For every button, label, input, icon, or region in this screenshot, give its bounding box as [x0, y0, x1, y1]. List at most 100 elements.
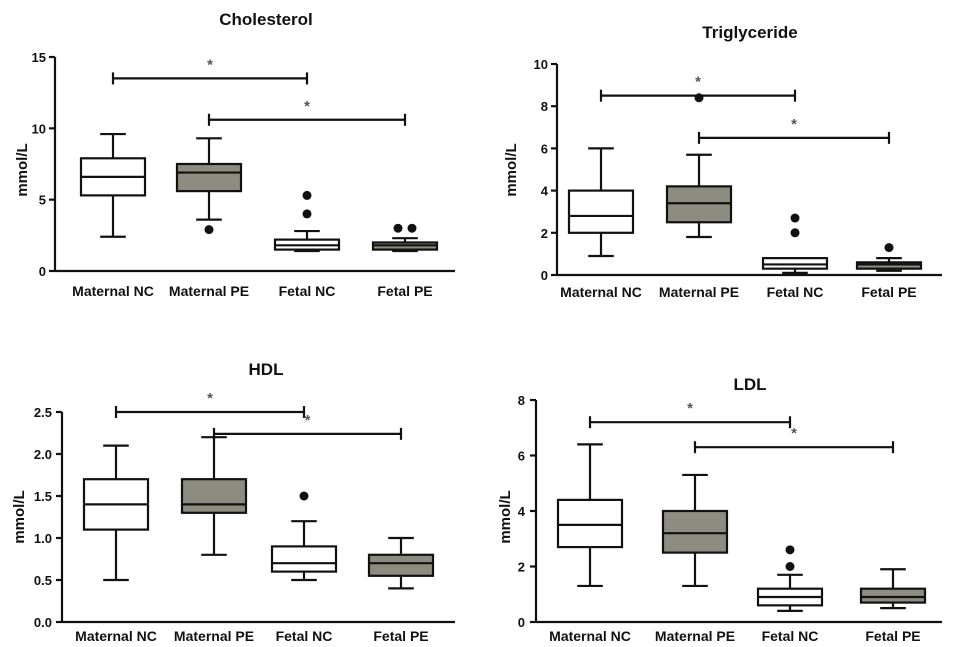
- chart-title: Cholesterol: [219, 10, 313, 29]
- y-tick-label: 4: [541, 184, 549, 199]
- significance-bracket: *: [693, 425, 895, 454]
- y-tick-label: 0: [541, 268, 548, 283]
- significance-bracket: *: [114, 390, 306, 418]
- y-axis-label: mmol/L: [503, 143, 520, 196]
- x-tick-label: Maternal NC: [72, 283, 154, 299]
- panel-cholesterol: Cholesterol mmol/L 0 5 10 15 Maternal NC Matern…: [14, 10, 455, 299]
- box-iqr: [270, 545, 338, 573]
- chart-title: HDL: [249, 360, 284, 379]
- box-fetal-nc: [270, 491, 338, 582]
- panel-triglyceride: Triglyceride mmol/L 0 2 4 6 8 10 Maternal NC Mate…: [503, 23, 942, 300]
- y-tick-label: 2.0: [34, 447, 52, 462]
- y-tick-label: 1.0: [34, 531, 52, 546]
- y-tick-label: 2: [518, 560, 525, 575]
- box-maternal-pe: [180, 436, 248, 556]
- significance-bracket: *: [599, 74, 797, 102]
- significance-bracket: *: [111, 56, 309, 85]
- outlier-point: [790, 228, 800, 238]
- y-axis-label: mmol/L: [14, 143, 31, 196]
- chart-title: Triglyceride: [702, 23, 797, 42]
- box-maternal-nc: [82, 444, 150, 582]
- y-tick-label: 5: [39, 193, 46, 208]
- x-tick-label: Fetal PE: [377, 283, 432, 299]
- y-tick-label: 0: [39, 264, 46, 279]
- y-tick-label: 15: [32, 50, 46, 65]
- x-tick-label: Maternal PE: [655, 628, 735, 644]
- y-tick-label: 6: [518, 449, 525, 464]
- box-fetal-nc: [273, 190, 341, 253]
- chart-title: LDL: [733, 375, 766, 394]
- outlier-point: [790, 213, 800, 223]
- box-fetal-pe: [367, 536, 435, 590]
- box-fetal-pe: [371, 223, 439, 253]
- x-tick-label: Fetal PE: [861, 284, 916, 300]
- significance-star: *: [791, 116, 797, 133]
- significance-bracket: *: [212, 412, 403, 440]
- y-tick-label: 10: [534, 57, 548, 72]
- panel-ldl: LDL mmol/L 0 2 4 6 8 Maternal NC Maternal PE Feta…: [497, 375, 942, 644]
- y-tick-label: 0.0: [34, 615, 52, 630]
- outlier-point: [393, 223, 403, 233]
- outlier-point: [785, 545, 795, 555]
- box-iqr: [556, 498, 624, 549]
- significance-bracket: *: [588, 400, 792, 429]
- x-tick-label: Fetal NC: [767, 284, 824, 300]
- y-axis-label: mmol/L: [11, 490, 28, 543]
- x-tick-label: Maternal PE: [659, 284, 739, 300]
- box-iqr: [175, 162, 243, 193]
- box-iqr: [180, 478, 248, 514]
- y-axis-label: mmol/L: [497, 490, 514, 543]
- box-maternal-nc: [79, 132, 147, 238]
- significance-star: *: [687, 400, 693, 417]
- box-iqr: [567, 189, 635, 234]
- box-iqr: [367, 553, 435, 577]
- box-maternal-pe: [665, 93, 733, 239]
- x-tick-label: Fetal PE: [865, 628, 920, 644]
- significance-bracket: *: [207, 98, 407, 126]
- y-tick-label: 8: [518, 393, 525, 408]
- box-maternal-nc: [567, 147, 635, 258]
- x-tick-label: Maternal PE: [174, 628, 254, 644]
- box-fetal-nc: [761, 213, 829, 274]
- x-tick-label: Maternal NC: [549, 628, 631, 644]
- x-tick-label: Maternal NC: [75, 628, 157, 644]
- significance-star: *: [305, 412, 311, 429]
- significance-star: *: [304, 98, 310, 115]
- outlier-point: [884, 243, 894, 253]
- box-fetal-pe: [855, 243, 923, 272]
- outlier-point: [302, 209, 312, 219]
- x-tick-label: Maternal NC: [560, 284, 642, 300]
- y-tick-label: 6: [541, 141, 548, 156]
- box-fetal-nc: [756, 545, 824, 613]
- outlier-point: [204, 225, 214, 235]
- box-iqr: [661, 509, 729, 554]
- outlier-point: [785, 562, 795, 571]
- y-tick-label: 1.5: [34, 489, 52, 504]
- outlier-point: [299, 491, 309, 501]
- y-tick-label: 8: [541, 99, 548, 114]
- y-tick-label: 0: [518, 615, 525, 630]
- y-tick-label: 4: [518, 504, 526, 519]
- box-maternal-pe: [661, 473, 729, 588]
- x-tick-label: Fetal NC: [276, 628, 333, 644]
- outlier-point: [407, 223, 417, 233]
- box-iqr: [859, 587, 927, 604]
- y-tick-label: 2: [541, 226, 548, 241]
- box-maternal-pe: [175, 137, 243, 235]
- x-tick-label: Fetal NC: [279, 283, 336, 299]
- x-tick-label: Fetal PE: [373, 628, 428, 644]
- x-tick-label: Maternal PE: [169, 283, 249, 299]
- panel-hdl: HDL mmol/L 0.0 0.5 1.0 1.5 2.0 2.5 Maternal NC Ma…: [11, 360, 455, 644]
- significance-star: *: [207, 390, 213, 407]
- significance-star: *: [695, 74, 701, 91]
- y-tick-label: 0.5: [34, 573, 52, 588]
- significance-bracket: *: [697, 116, 891, 144]
- significance-star: *: [791, 425, 797, 442]
- box-maternal-nc: [556, 443, 624, 588]
- x-tick-label: Fetal NC: [762, 628, 819, 644]
- y-tick-label: 10: [32, 121, 46, 136]
- y-tick-label: 2.5: [34, 405, 52, 420]
- box-fetal-pe: [859, 568, 927, 610]
- outlier-point: [302, 190, 312, 200]
